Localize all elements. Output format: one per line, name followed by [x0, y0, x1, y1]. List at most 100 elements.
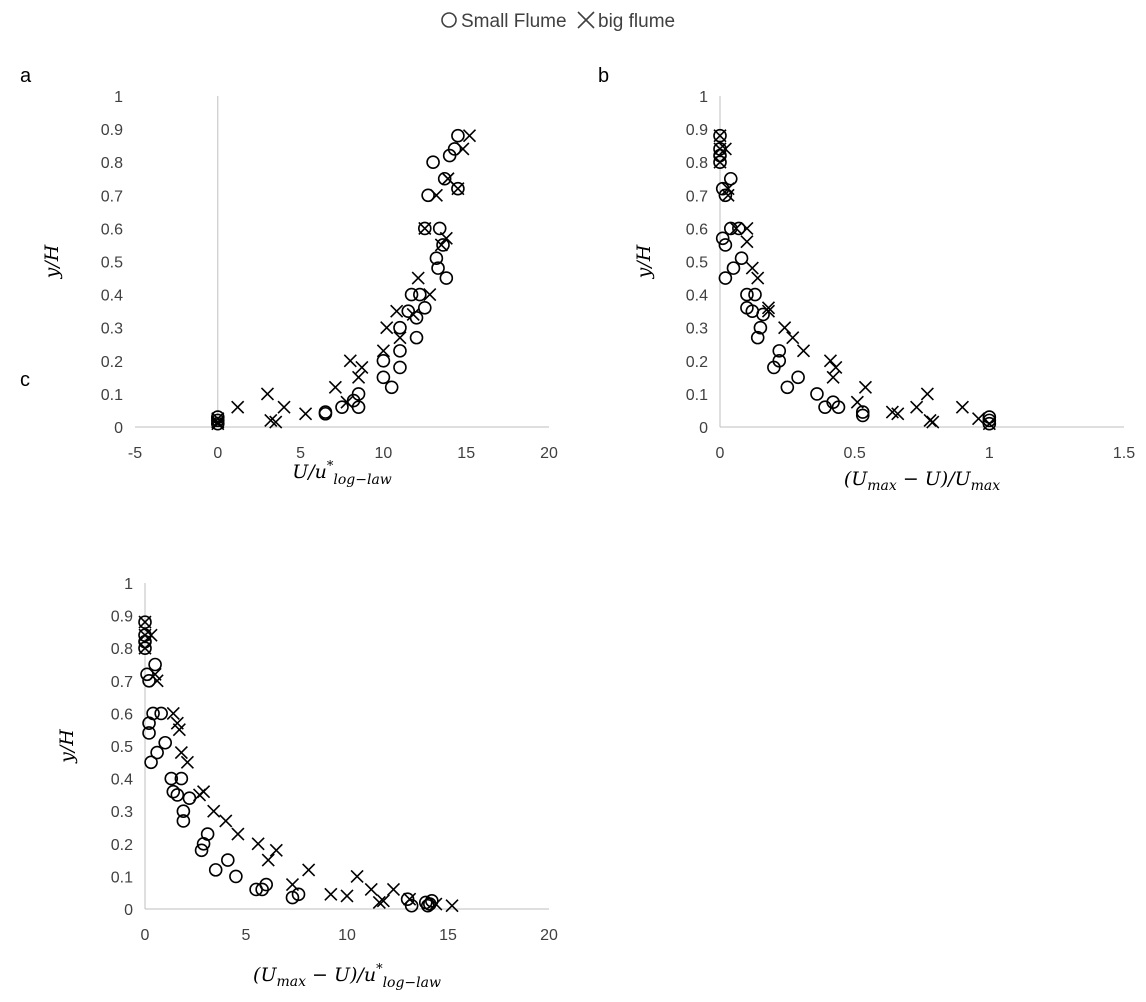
data-point-small-flume: [718, 188, 733, 203]
data-point-small-flume: [291, 887, 306, 902]
y-tick-label: 0.1: [686, 387, 708, 404]
x-axis-title: (Umax − U)/u*log−law: [253, 962, 441, 991]
data-point-big-flume: [456, 142, 470, 156]
data-point-big-flume: [144, 628, 158, 642]
data-point-small-flume: [154, 706, 168, 721]
data-point-big-flume: [180, 755, 194, 769]
y-axis-title: y/H: [41, 244, 63, 279]
chart-panel-c: c00.10.20.30.40.50.60.70.80.910 5 10 15 20y/…: [20, 369, 558, 991]
y-tick-label: 0.5: [686, 255, 708, 272]
y-tick-label: 0.7: [101, 188, 123, 205]
y-tick-label: 0.1: [101, 387, 123, 404]
data-point-big-flume: [462, 129, 477, 143]
y-tick-label: 0.8: [101, 155, 123, 172]
data-point-big-flume: [138, 615, 152, 629]
y-tick-label: 0.4: [686, 288, 708, 305]
data-point-big-flume: [172, 723, 186, 737]
data-point-small-flume: [158, 735, 172, 750]
data-point-big-flume: [231, 400, 245, 414]
y-tick-label: 0.6: [686, 221, 708, 238]
y-tick-label: 0.5: [111, 739, 133, 756]
data-point-big-flume: [260, 387, 275, 401]
data-point-big-flume: [324, 887, 338, 901]
data-point-small-flume: [229, 869, 243, 884]
data-point-small-flume: [772, 344, 787, 358]
data-point-big-flume: [285, 877, 300, 892]
data-point-small-flume: [176, 804, 191, 819]
data-point-big-flume: [219, 814, 233, 828]
data-point-big-flume: [729, 221, 743, 235]
data-point-big-flume: [745, 261, 759, 275]
data-point-big-flume: [406, 307, 420, 322]
data-point-big-flume: [211, 412, 225, 426]
legend-cross-marker: [577, 11, 595, 29]
x-tick-label: 5: [296, 445, 305, 462]
data-point-big-flume: [713, 129, 727, 143]
data-point-big-flume: [355, 360, 369, 374]
data-point-big-flume: [372, 895, 386, 910]
panel-letter: b: [598, 65, 609, 87]
data-point-big-flume: [439, 231, 453, 245]
data-point-big-flume: [299, 407, 313, 421]
data-point-small-flume: [393, 360, 407, 375]
data-point-big-flume: [926, 415, 940, 429]
y-tick-label: 1: [114, 89, 123, 106]
data-point-big-flume: [340, 889, 354, 903]
data-point-big-flume: [264, 413, 278, 427]
y-tick-label: 0.6: [111, 706, 133, 723]
data-point-small-flume: [384, 380, 399, 395]
data-point-small-flume: [413, 287, 427, 302]
x-tick-label: 15: [457, 445, 475, 462]
data-point-small-flume: [409, 330, 424, 345]
data-point-small-flume: [208, 863, 223, 877]
data-point-big-flume: [920, 387, 934, 401]
data-point-big-flume: [445, 899, 459, 913]
y-tick-label: 0.1: [111, 869, 133, 886]
data-point-small-flume: [715, 231, 730, 246]
data-point-big-flume: [850, 395, 864, 409]
data-point-big-flume: [971, 412, 986, 426]
x-axis-title: (Umax − U)/Umax: [844, 468, 1000, 494]
data-point-big-flume: [721, 188, 735, 202]
x-tick-label: 20: [540, 445, 558, 462]
data-point-small-flume: [713, 155, 727, 169]
data-point-big-flume: [138, 641, 152, 655]
legend-label-small-flume: Small Flume: [461, 11, 567, 32]
data-point-small-flume: [393, 344, 407, 358]
x-tick-label: 10: [338, 927, 356, 944]
data-point-big-flume: [718, 142, 732, 156]
x-tick-label: 20: [540, 927, 558, 944]
panel-letter: c: [20, 369, 30, 391]
x-tick-label: 1: [985, 445, 994, 462]
y-tick-label: 0.3: [101, 321, 123, 338]
chart-panel-b: b 0 0.1 0.2 0.3 0.4 0.5 0.6 0.7 0.8 0.9 1 0 0.5 1 1.5 y/…: [598, 65, 1135, 494]
data-point-small-flume: [404, 898, 419, 913]
data-point-small-flume: [734, 251, 749, 265]
y-tick-label: 0: [124, 902, 133, 919]
data-point-big-flume: [211, 417, 225, 431]
data-point-big-flume: [796, 344, 811, 358]
x-axis-title: U/u*log−law: [292, 459, 392, 488]
data-point-big-flume: [713, 155, 727, 169]
data-point-small-flume: [138, 615, 152, 629]
data-point-big-flume: [386, 882, 401, 897]
data-point-small-flume: [421, 188, 435, 203]
data-point-small-flume: [982, 413, 997, 428]
data-point-small-flume: [211, 413, 225, 428]
y-tick-label: 0.2: [111, 837, 133, 854]
data-point-big-flume: [829, 360, 843, 374]
data-point-big-flume: [403, 892, 417, 906]
data-point-small-flume: [791, 370, 805, 385]
data-point-small-flume: [221, 853, 235, 867]
x-tick-label: 0: [141, 927, 150, 944]
data-point-small-flume: [718, 238, 733, 252]
data-point-small-flume: [713, 128, 727, 143]
data-point-big-flume: [418, 221, 432, 235]
x-tick-label: 0: [716, 445, 725, 462]
data-point-big-flume: [891, 407, 905, 421]
data-point-small-flume: [182, 791, 197, 805]
data-point-big-flume: [380, 321, 394, 335]
data-point-big-flume: [302, 863, 316, 877]
data-point-small-flume: [401, 304, 416, 318]
